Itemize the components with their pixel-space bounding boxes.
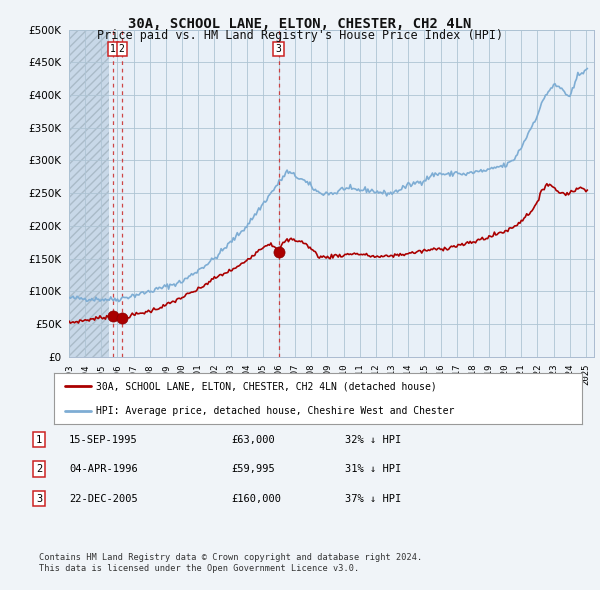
Text: 1: 1: [110, 44, 116, 54]
Text: £63,000: £63,000: [231, 435, 275, 444]
Text: 3: 3: [275, 44, 281, 54]
Text: 22-DEC-2005: 22-DEC-2005: [69, 494, 138, 503]
Text: 32% ↓ HPI: 32% ↓ HPI: [345, 435, 401, 444]
Text: This data is licensed under the Open Government Licence v3.0.: This data is licensed under the Open Gov…: [39, 565, 359, 573]
Text: Contains HM Land Registry data © Crown copyright and database right 2024.: Contains HM Land Registry data © Crown c…: [39, 553, 422, 562]
Text: £160,000: £160,000: [231, 494, 281, 503]
Text: 1: 1: [36, 435, 42, 444]
Text: 37% ↓ HPI: 37% ↓ HPI: [345, 494, 401, 503]
Text: 15-SEP-1995: 15-SEP-1995: [69, 435, 138, 444]
Bar: [69, 30, 109, 357]
Text: 04-APR-1996: 04-APR-1996: [69, 464, 138, 474]
Text: £59,995: £59,995: [231, 464, 275, 474]
Text: 2: 2: [36, 464, 42, 474]
Text: 3: 3: [36, 494, 42, 503]
Text: 30A, SCHOOL LANE, ELTON, CHESTER, CH2 4LN (detached house): 30A, SCHOOL LANE, ELTON, CHESTER, CH2 4L…: [96, 381, 437, 391]
Text: 30A, SCHOOL LANE, ELTON, CHESTER, CH2 4LN: 30A, SCHOOL LANE, ELTON, CHESTER, CH2 4L…: [128, 17, 472, 31]
Text: HPI: Average price, detached house, Cheshire West and Chester: HPI: Average price, detached house, Ches…: [96, 406, 455, 416]
Text: 31% ↓ HPI: 31% ↓ HPI: [345, 464, 401, 474]
Text: 2: 2: [119, 44, 125, 54]
Text: Price paid vs. HM Land Registry's House Price Index (HPI): Price paid vs. HM Land Registry's House …: [97, 29, 503, 42]
